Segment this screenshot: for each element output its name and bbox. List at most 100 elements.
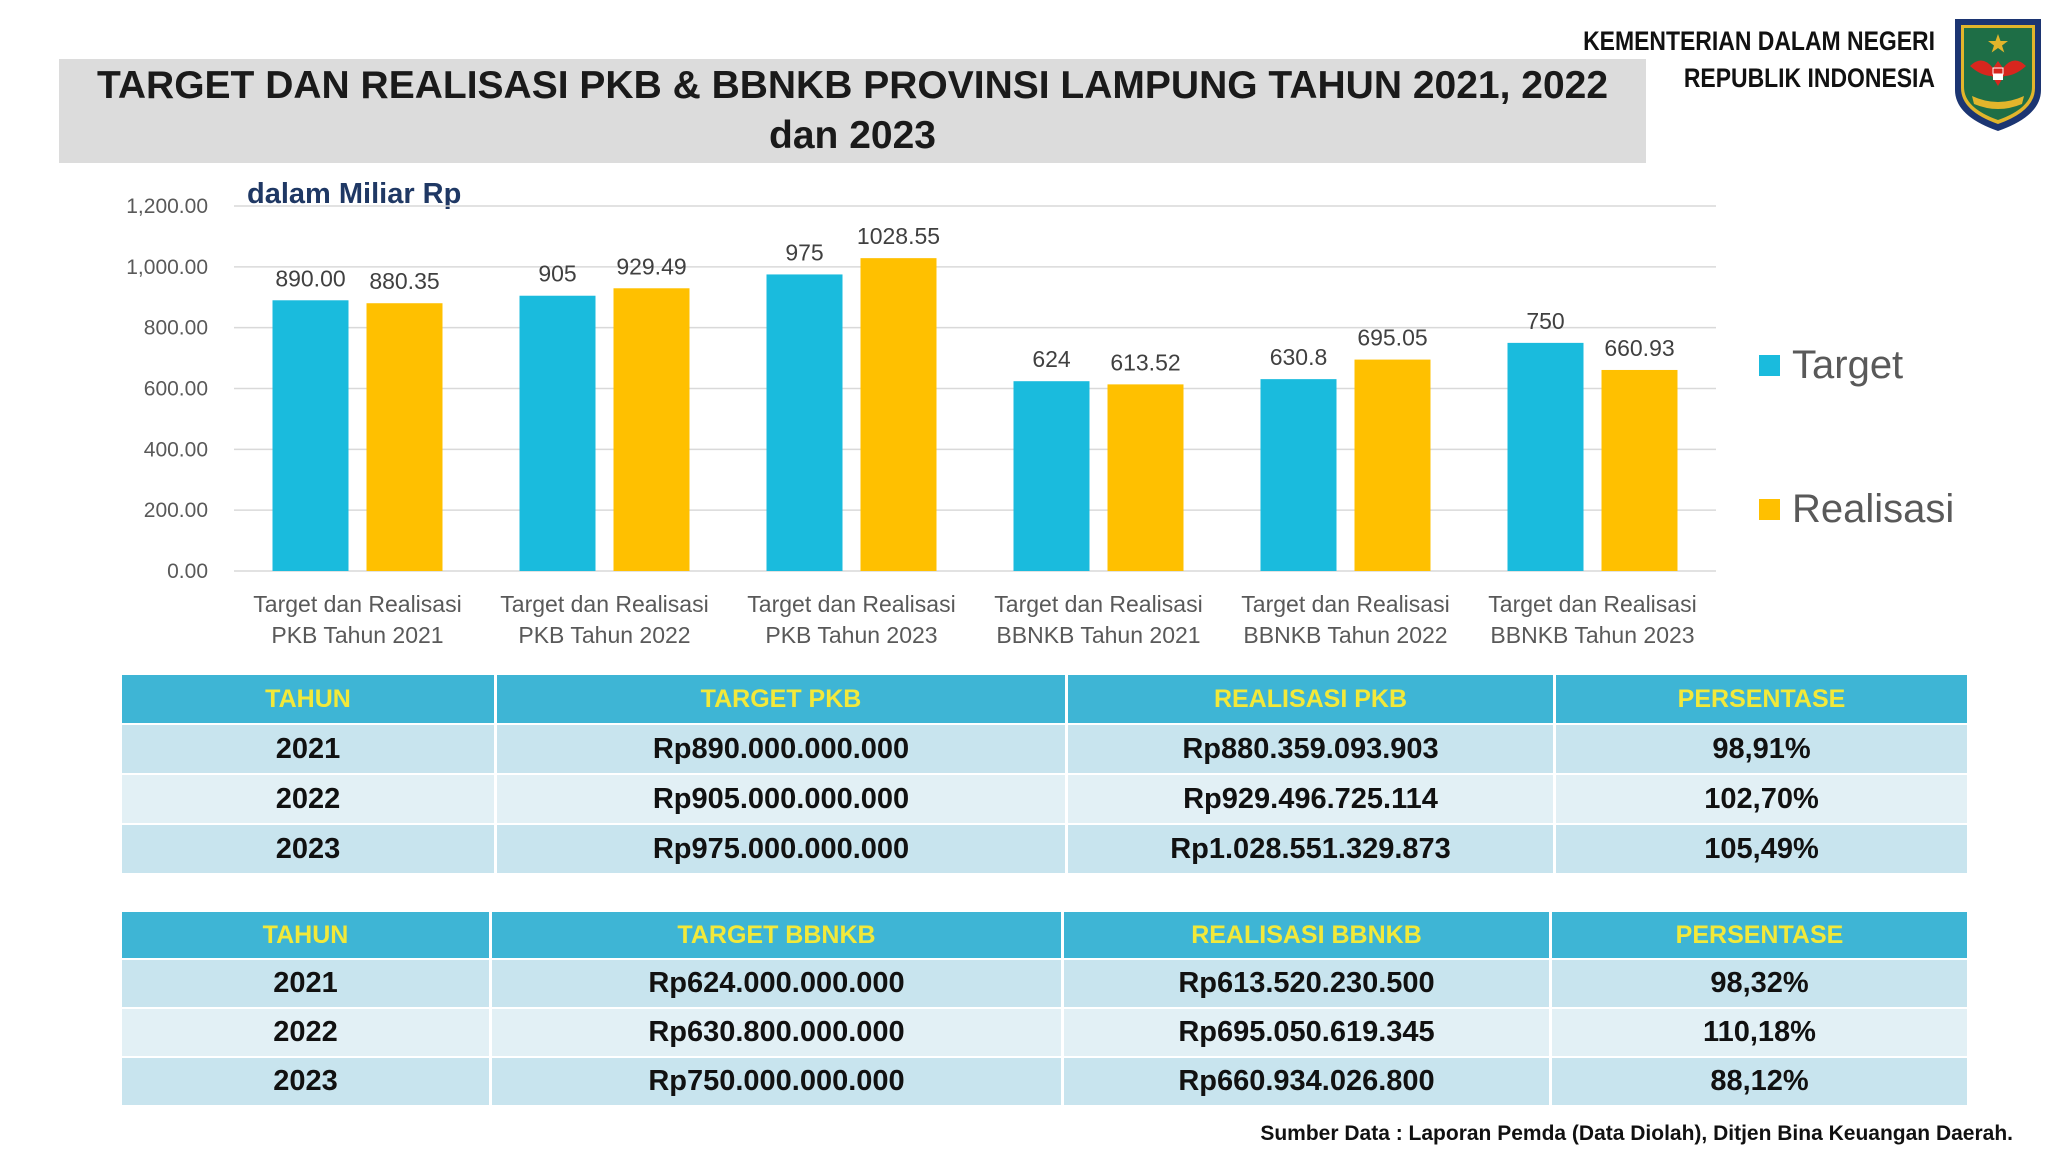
bar-chart: 0.00 200.00 400.00 600.00 800.00 1,000.00 1,20…: [126, 195, 1716, 648]
cell-realisasi: Rp880.359.093.903: [1068, 725, 1553, 773]
legend-label-target: Target: [1792, 343, 1904, 387]
category-label-line: BBNKB Tahun 2021: [996, 622, 1200, 648]
y-tick-label: 1,200.00: [126, 195, 208, 218]
cell-target: Rp630.800.000.000: [492, 1009, 1061, 1056]
title-banner: TARGET DAN REALISASI PKB & BBNKB PROVINS…: [59, 59, 1646, 163]
y-tick-label: 800.00: [144, 317, 208, 340]
header-persentase: PERSENTASE: [1552, 912, 1967, 958]
category-label-line: Target dan Realisasi: [747, 591, 955, 617]
cell-target: Rp750.000.000.000: [492, 1058, 1061, 1105]
category-label-line: PKB Tahun 2023: [765, 622, 937, 648]
bar-realisasi: [860, 258, 937, 571]
category-label-line: Target dan Realisasi: [1241, 591, 1449, 617]
page-title: TARGET DAN REALISASI PKB & BBNKB PROVINS…: [96, 64, 1609, 157]
data-label-realisasi: 695.05: [1357, 325, 1427, 351]
bar-target: [1013, 381, 1090, 571]
ministry-name: KEMENTERIAN DALAM NEGERI REPUBLIK INDONE…: [1521, 23, 1935, 97]
category-label: Target dan Realisasi PKB Tahun 2023: [747, 591, 955, 648]
category-label-line: BBNKB Tahun 2023: [1490, 622, 1694, 648]
category-label-line: Target dan Realisasi: [253, 591, 461, 617]
category-label-line: PKB Tahun 2022: [518, 622, 690, 648]
table-pkb: TAHUN TARGET PKB REALISASI PKB PERSENTAS…: [119, 673, 1970, 875]
cell-realisasi: Rp929.496.725.114: [1068, 775, 1553, 823]
bar-target: [1507, 342, 1584, 571]
header-realisasi: REALISASI PKB: [1068, 675, 1553, 723]
data-label-target: 890.00: [275, 265, 345, 291]
data-label-realisasi: 660.93: [1604, 335, 1674, 361]
cell-realisasi: Rp613.520.230.500: [1064, 960, 1549, 1007]
bar-target: [519, 295, 596, 571]
cell-tahun: 2021: [122, 725, 494, 773]
chart-unit-label: dalam Miliar Rp: [247, 178, 462, 210]
table-row: 2021 Rp890.000.000.000 Rp880.359.093.903…: [122, 725, 1967, 773]
bar-realisasi: [1601, 369, 1678, 571]
table-row: 2022 Rp905.000.000.000 Rp929.496.725.114…: [122, 775, 1967, 823]
ministry-line-2: REPUBLIK INDONESIA: [1683, 63, 1935, 93]
y-tick-label: 200.00: [144, 499, 208, 522]
y-tick-label: 600.00: [144, 378, 208, 401]
cell-target: Rp890.000.000.000: [497, 725, 1065, 773]
cell-persentase: 98,91%: [1556, 725, 1967, 773]
data-label-target: 624: [1032, 346, 1071, 372]
category-label: Target dan Realisasi PKB Tahun 2021: [253, 591, 461, 648]
data-label-target: 750: [1526, 308, 1564, 334]
cell-tahun: 2021: [122, 960, 489, 1007]
header-persentase: PERSENTASE: [1556, 675, 1967, 723]
header-realisasi: REALISASI BBNKB: [1064, 912, 1549, 958]
cell-persentase: 110,18%: [1552, 1009, 1967, 1056]
ministry-line-1: KEMENTERIAN DALAM NEGERI: [1583, 26, 1935, 56]
table-bbnkb: TAHUN TARGET BBNKB REALISASI BBNKB PERSE…: [119, 910, 1970, 1107]
cell-tahun: 2022: [122, 775, 494, 823]
cell-target: Rp624.000.000.000: [492, 960, 1061, 1007]
cell-persentase: 88,12%: [1552, 1058, 1967, 1105]
table-row: 2023 Rp750.000.000.000 Rp660.934.026.800…: [122, 1058, 1967, 1105]
category-label: Target dan Realisasi PKB Tahun 2022: [500, 591, 708, 648]
y-tick-label: 400.00: [144, 438, 208, 461]
table-row: 2023 Rp975.000.000.000 Rp1.028.551.329.8…: [122, 825, 1967, 873]
y-tick-label: 0.00: [167, 560, 208, 583]
table-header-row: TAHUN TARGET PKB REALISASI PKB PERSENTAS…: [122, 675, 1967, 723]
data-label-realisasi: 929.49: [616, 253, 686, 279]
category-label-line: BBNKB Tahun 2022: [1243, 622, 1447, 648]
legend-item-target: Target: [1759, 345, 1903, 385]
category-label-line: PKB Tahun 2021: [271, 622, 443, 648]
data-label-realisasi: 1028.55: [857, 223, 940, 249]
bar-target: [272, 300, 349, 571]
bar-realisasi: [1107, 384, 1184, 571]
category-label: Target dan Realisasi BBNKB Tahun 2023: [1488, 591, 1696, 648]
cell-realisasi: Rp660.934.026.800: [1064, 1058, 1549, 1105]
table-header-row: TAHUN TARGET BBNKB REALISASI BBNKB PERSE…: [122, 912, 1967, 958]
bar-target: [766, 274, 843, 571]
cell-tahun: 2023: [122, 1058, 489, 1105]
cell-realisasi: Rp1.028.551.329.873: [1068, 825, 1553, 873]
legend-label-realisasi: Realisasi: [1792, 487, 1955, 531]
header-target: TARGET BBNKB: [492, 912, 1061, 958]
data-label-target: 905: [538, 261, 576, 287]
legend-item-realisasi: Realisasi: [1759, 489, 1954, 529]
data-label-target: 975: [785, 239, 823, 265]
kemendagri-emblem-icon: [1952, 16, 2044, 134]
cell-persentase: 105,49%: [1556, 825, 1967, 873]
category-label-line: Target dan Realisasi: [500, 591, 708, 617]
legend-swatch-target: [1759, 354, 1780, 376]
category-label-line: Target dan Realisasi: [994, 591, 1202, 617]
cell-persentase: 102,70%: [1556, 775, 1967, 823]
cell-persentase: 98,32%: [1552, 960, 1967, 1007]
legend-swatch-realisasi: [1759, 498, 1780, 520]
header-tahun: TAHUN: [122, 675, 494, 723]
header-tahun: TAHUN: [122, 912, 489, 958]
cell-tahun: 2023: [122, 825, 494, 873]
bar-target: [1260, 379, 1337, 571]
data-label-realisasi: 613.52: [1110, 349, 1180, 375]
cell-realisasi: Rp695.050.619.345: [1064, 1009, 1549, 1056]
category-label: Target dan Realisasi BBNKB Tahun 2021: [994, 591, 1202, 648]
data-label-realisasi: 880.35: [369, 268, 439, 294]
cell-tahun: 2022: [122, 1009, 489, 1056]
table-row: 2022 Rp630.800.000.000 Rp695.050.619.345…: [122, 1009, 1967, 1056]
source-note: Sumber Data : Laporan Pemda (Data Diolah…: [1260, 1122, 2013, 1145]
y-tick-label: 1,000.00: [126, 256, 208, 279]
category-label: Target dan Realisasi BBNKB Tahun 2022: [1241, 591, 1449, 648]
bar-realisasi: [366, 303, 443, 571]
bar-realisasi: [1354, 359, 1431, 571]
data-label-target: 630.8: [1270, 344, 1328, 370]
